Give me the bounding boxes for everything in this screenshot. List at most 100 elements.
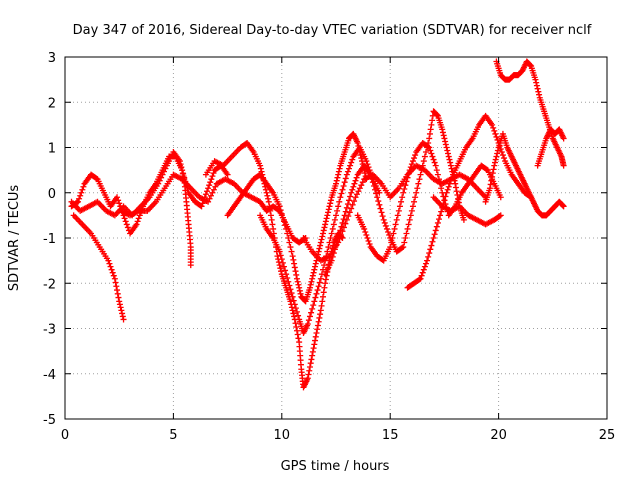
data-point — [76, 195, 83, 202]
data-point — [496, 213, 503, 220]
data-point — [393, 216, 400, 223]
data-point — [124, 224, 131, 231]
data-point — [309, 348, 316, 355]
data-point — [527, 62, 534, 69]
data-point — [378, 209, 385, 216]
series-s7 — [257, 144, 383, 337]
data-point — [364, 235, 371, 241]
data-point — [291, 301, 298, 308]
data-point — [121, 215, 128, 222]
data-point — [493, 153, 500, 160]
data-point — [402, 235, 409, 241]
data-point — [430, 156, 437, 163]
data-point — [108, 266, 115, 273]
data-point — [209, 189, 216, 196]
data-point — [112, 279, 119, 286]
data-point — [284, 230, 291, 237]
data-point — [380, 216, 387, 223]
data-point — [536, 91, 543, 98]
data-point — [429, 153, 436, 160]
data-point — [324, 248, 331, 255]
data-point — [426, 144, 433, 151]
data-point — [80, 183, 87, 190]
data-point — [396, 203, 403, 210]
data-point — [289, 293, 296, 300]
data-point — [135, 215, 142, 222]
data-point — [390, 230, 397, 237]
data-point — [264, 192, 271, 199]
data-point — [311, 298, 318, 305]
data-point — [325, 209, 332, 216]
data-point — [322, 280, 329, 287]
data-point — [134, 218, 141, 225]
data-point — [316, 245, 323, 252]
data-point — [489, 170, 496, 177]
data-point — [399, 194, 406, 201]
data-point — [338, 223, 345, 230]
data-point — [79, 186, 86, 193]
data-point — [292, 305, 299, 312]
data-point — [443, 189, 450, 196]
data-point — [290, 310, 297, 317]
data-point — [386, 231, 393, 238]
data-point — [338, 190, 345, 197]
data-point — [295, 281, 302, 288]
data-point — [414, 185, 421, 192]
data-point — [399, 244, 406, 251]
data-point — [442, 193, 449, 200]
data-point — [492, 130, 499, 137]
data-point — [319, 293, 326, 300]
data-point — [429, 238, 436, 245]
data-point — [270, 225, 277, 232]
data-point — [120, 316, 127, 323]
data-point — [426, 130, 433, 137]
data-point — [313, 330, 320, 337]
data-point — [343, 204, 350, 211]
data-point — [352, 194, 359, 201]
data-point — [421, 263, 428, 270]
data-point — [314, 326, 321, 333]
data-point — [353, 191, 360, 198]
data-point — [119, 310, 126, 317]
data-point — [118, 307, 125, 314]
data-point — [409, 158, 416, 165]
data-point — [443, 144, 450, 151]
data-point — [421, 153, 428, 160]
data-point — [361, 225, 368, 232]
data-point — [122, 218, 129, 225]
data-point — [427, 246, 434, 253]
data-point — [408, 207, 415, 214]
data-point — [441, 197, 448, 204]
data-point — [448, 174, 455, 181]
data-point — [428, 121, 435, 128]
data-point — [560, 203, 567, 210]
data-point — [432, 227, 439, 234]
data-point — [358, 182, 365, 189]
data-point — [435, 216, 442, 223]
data-point — [388, 239, 395, 246]
data-point — [339, 186, 346, 193]
data-point — [295, 335, 302, 342]
data-point — [369, 179, 376, 186]
data-point — [489, 173, 496, 180]
data-point — [383, 225, 390, 232]
data-point — [348, 205, 355, 212]
data-point — [427, 147, 434, 154]
data-point — [204, 188, 211, 195]
data-point — [346, 197, 353, 204]
data-point — [344, 168, 351, 175]
data-point — [326, 239, 333, 246]
data-point — [293, 271, 300, 278]
data-point — [319, 233, 326, 240]
data-point — [289, 307, 296, 314]
series-s2 — [70, 212, 127, 323]
data-point — [425, 143, 432, 150]
data-point — [307, 360, 314, 367]
data-point — [418, 272, 425, 279]
data-point — [333, 177, 340, 184]
data-point — [107, 263, 114, 270]
data-point — [343, 216, 350, 223]
data-point — [376, 201, 383, 208]
data-point — [291, 313, 298, 320]
